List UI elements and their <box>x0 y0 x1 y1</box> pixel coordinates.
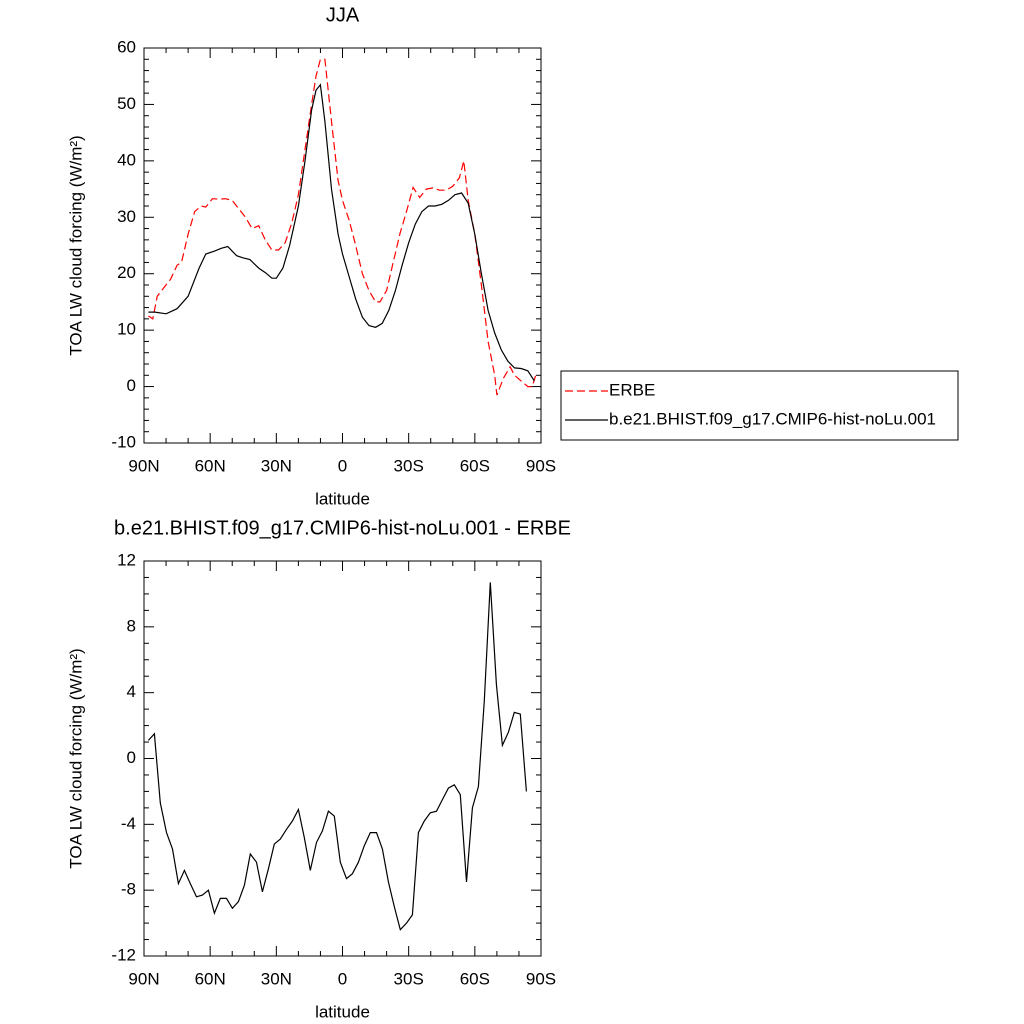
y-tick-label: 10 <box>117 320 136 339</box>
x-tick-label: 90N <box>128 456 159 475</box>
y-tick-label: 4 <box>127 682 136 701</box>
data-line <box>147 582 527 931</box>
y-tick-label: 30 <box>117 207 136 226</box>
y-tick-label: -4 <box>121 814 136 833</box>
y-tick-label: -8 <box>121 880 136 899</box>
y-tick-label: 50 <box>117 94 136 113</box>
y-tick-label: 12 <box>117 550 136 569</box>
y-tick-label: 40 <box>117 150 136 169</box>
chart-title: b.e21.BHIST.f09_g17.CMIP6-hist-noLu.001 … <box>114 517 571 539</box>
x-tick-label: 60S <box>460 969 490 988</box>
x-tick-label: 30S <box>394 969 424 988</box>
y-tick-label: -10 <box>111 432 136 451</box>
x-tick-label: 90N <box>128 969 159 988</box>
x-axis-label: latitude <box>315 489 370 508</box>
y-tick-label: 0 <box>127 376 136 395</box>
y-tick-label: 8 <box>127 616 136 635</box>
x-tick-label: 60S <box>460 456 490 475</box>
data-line <box>148 58 538 396</box>
x-tick-label: 30N <box>261 456 292 475</box>
legend-box <box>560 370 959 441</box>
legend-label: ERBE <box>609 380 655 399</box>
plot-frame <box>143 560 542 957</box>
y-tick-label: 20 <box>117 263 136 282</box>
chart-title: JJA <box>326 4 360 26</box>
x-tick-label: 0 <box>338 456 347 475</box>
x-tick-label: 0 <box>338 969 347 988</box>
x-tick-label: 60N <box>195 456 226 475</box>
y-axis-label: TOA LW cloud forcing (W/m²) <box>66 135 85 355</box>
x-tick-label: 30N <box>261 969 292 988</box>
x-tick-label: 90S <box>526 969 556 988</box>
x-axis-label: latitude <box>315 1002 370 1021</box>
y-tick-label: -12 <box>111 945 136 964</box>
y-tick-label: 0 <box>127 748 136 767</box>
y-tick-label: 60 <box>117 37 136 56</box>
y-axis-label: TOA LW cloud forcing (W/m²) <box>66 648 85 868</box>
x-tick-label: 60N <box>195 969 226 988</box>
x-tick-label: 30S <box>394 456 424 475</box>
plot-frame <box>143 47 542 444</box>
data-line <box>148 83 535 382</box>
legend-label: b.e21.BHIST.f09_g17.CMIP6-hist-noLu.001 <box>609 409 936 428</box>
x-tick-label: 90S <box>526 456 556 475</box>
